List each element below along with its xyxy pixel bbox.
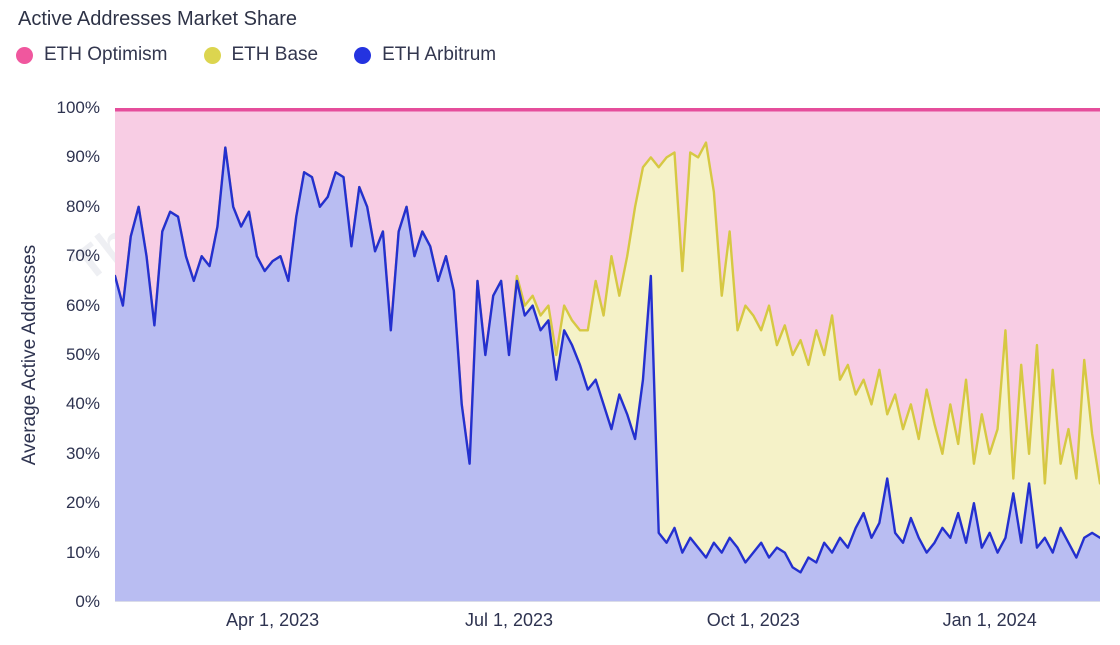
legend-label: ETH Base: [231, 44, 319, 65]
x-tick: Apr 1, 2023: [226, 610, 320, 630]
y-tick-100pct: 100%: [56, 98, 100, 117]
y-tick-60pct: 60%: [65, 295, 100, 315]
legend-label: ETH Arbitrum: [382, 44, 497, 65]
y-tick-70pct: 70%: [65, 246, 100, 266]
x-tick: Jan 1, 2024: [942, 610, 1037, 630]
x-tick: Jul 1, 2023: [464, 610, 554, 630]
legend-dot-eth-base: [203, 46, 221, 64]
legend-item-eth-base[interactable]: ETH Base: [203, 44, 319, 66]
y-tick-40pct: 40%: [65, 394, 100, 414]
y-tick-50pct: 50%: [65, 345, 100, 364]
y-tick-10pct: 10%: [65, 542, 100, 562]
y-tick-80pct: 80%: [65, 196, 100, 216]
legend: ETH Optimism ETH Base ETH Arbitrum: [16, 44, 496, 66]
chart-title: Active Addresses Market Share: [18, 8, 298, 30]
x-tick: Oct 1, 2023: [706, 610, 800, 630]
legend-dot-eth-arbitrum: [354, 46, 372, 64]
legend-label: ETH Optimism: [44, 44, 168, 65]
y-tick-20pct: 20%: [65, 493, 100, 513]
y-tick-0pct: 0%: [75, 592, 100, 611]
legend-dot-eth-optimism: [16, 46, 33, 64]
legend-item-eth-optimism[interactable]: ETH Optimism: [16, 44, 168, 66]
market-share-area-chart[interactable]: [115, 108, 1100, 602]
y-tick-30pct: 30%: [65, 443, 100, 463]
legend-item-eth-arbitrum[interactable]: ETH Arbitrum: [354, 44, 496, 66]
y-tick-90pct: 90%: [65, 147, 100, 167]
